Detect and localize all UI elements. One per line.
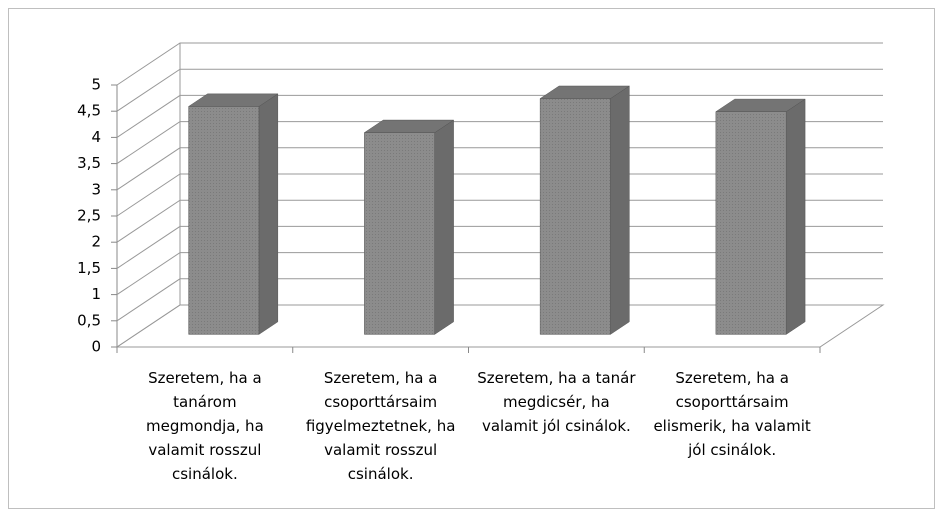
bar-side [785,98,806,335]
y-tick-label: 2 [91,233,101,251]
grid-line [116,252,883,296]
grid-line [116,173,883,217]
grid-line [116,225,883,269]
grid-line [116,121,883,165]
y-tick-label: 3 [91,180,101,198]
y-tick-label: 1,5 [77,259,101,277]
grid-line [116,147,883,191]
grid-line [116,94,883,138]
grid-line [116,68,883,112]
x-tick-label: Szeretem, ha a csoporttársaim elismerik,… [653,369,811,459]
x-tick-label: Szeretem, ha a tanárom megmondja, ha val… [145,369,264,483]
grid-line [116,42,883,86]
bar [715,98,806,335]
bar [187,93,279,335]
y-tick-label: 0,5 [77,311,101,329]
bar-side [434,119,454,335]
bar [363,119,455,335]
grid-line [116,304,883,348]
x-tick-label: Szeretem, ha a csoporttársaim figyelmezt… [305,369,456,483]
y-tick-label: 4,5 [77,102,101,120]
bar-front [715,111,787,335]
y-tick-label: 0 [91,338,101,356]
y-tick-label: 4 [91,128,101,146]
y-tick-label: 2,5 [77,207,101,225]
bar-front [188,106,260,335]
grid-line [116,199,883,243]
y-tick-label: 1 [91,285,101,303]
grid-line [116,278,883,322]
x-tick-label: Szeretem, ha a tanár megdicsér, ha valam… [477,369,636,435]
y-tick-label: 3,5 [77,154,101,172]
bar-side [610,85,630,335]
bar-side [258,93,279,335]
bar-front [364,132,435,335]
y-tick-label: 5 [91,76,101,94]
bar [539,85,631,335]
bar-front [539,98,611,335]
